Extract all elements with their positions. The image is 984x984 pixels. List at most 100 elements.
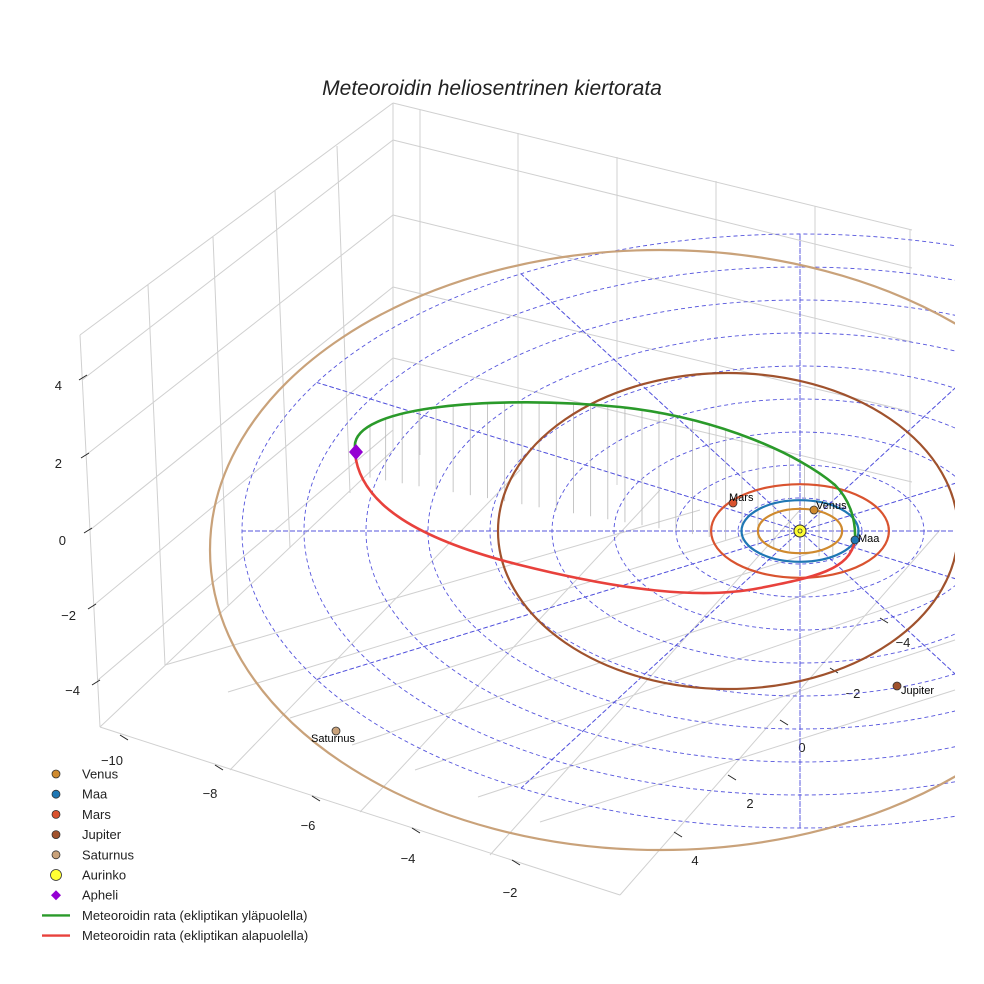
grid-line <box>164 509 701 666</box>
orbit-saturnus <box>209 248 955 852</box>
x-tick: −6 <box>301 795 321 833</box>
planet-maa-label: Maa <box>858 533 880 545</box>
legend-swatch <box>50 869 62 881</box>
z-tick: −4 <box>65 679 101 698</box>
grid-line <box>414 589 941 771</box>
grid-line <box>81 139 394 381</box>
grid-line <box>619 529 941 896</box>
orbit-mars <box>709 483 891 579</box>
grid-line <box>89 286 394 531</box>
legend-entry: Saturnus <box>51 847 135 862</box>
y-tick-label: 0 <box>798 740 805 755</box>
legend-entry: Maa <box>51 787 108 802</box>
legend-label: Maa <box>82 787 108 802</box>
grid-line <box>85 214 394 456</box>
x-tick: −4 <box>401 827 421 866</box>
z-tick-label: −2 <box>61 608 76 623</box>
chart-title: Meteoroidin heliosentrinen kiertorata <box>322 77 662 100</box>
z-axis: 4 2 0 −2 −4 <box>55 374 101 698</box>
x-tick: −10 <box>101 734 129 768</box>
legend-swatch <box>51 769 61 779</box>
planet-venus: Venus <box>809 500 847 515</box>
planet-saturnus-dot <box>331 726 341 736</box>
y-axis: −4 −2 0 2 4 <box>673 617 910 868</box>
box-edge <box>99 726 621 896</box>
legend-swatch <box>51 830 61 839</box>
x-tick-label: −6 <box>301 818 316 833</box>
y-tick: 2 <box>727 774 754 811</box>
z-tick: 0 <box>59 527 93 548</box>
z-tick-label: −4 <box>65 683 80 698</box>
legend-label: Meteoroidin rata (ekliptikan yläpuolella… <box>82 908 307 923</box>
box-edge <box>79 334 101 728</box>
planet-jupiter-dot <box>892 681 902 691</box>
legend-swatch <box>51 810 61 819</box>
y-tick-label: −2 <box>846 686 861 701</box>
legend-swatch <box>51 890 61 901</box>
aphelion-marker <box>349 444 363 460</box>
legend: Venus Maa Mars Jupiter Saturnus Aurinko Apheli… <box>42 767 308 943</box>
planet-venus-dot <box>809 505 819 515</box>
planet-jupiter-label: Jupiter <box>901 685 934 697</box>
x-axis: −10 −8 −6 −4 −2 <box>101 734 521 900</box>
grid-line <box>392 139 913 269</box>
legend-entry: Aurinko <box>50 868 126 883</box>
legend-entry: Meteoroidin rata (ekliptikan yläpuolella… <box>42 908 307 923</box>
legend-entry: Jupiter <box>51 827 122 842</box>
box-edge <box>392 102 913 231</box>
planet-maa-dot <box>850 535 860 545</box>
y-tick: −4 <box>879 617 910 650</box>
grid-line <box>274 189 291 549</box>
grid-line <box>392 214 913 343</box>
orbit-jupiter <box>496 371 955 691</box>
legend-label: Apheli <box>82 888 118 903</box>
legend-swatch <box>51 789 61 799</box>
grid-line <box>99 449 394 728</box>
legend-label: Mars <box>82 807 111 822</box>
legend-entry: Mars <box>51 807 111 822</box>
orbit-above-ecliptic <box>353 401 857 541</box>
grid-line <box>212 236 229 606</box>
planet-jupiter: Jupiter <box>892 681 934 697</box>
planet-mars-dot <box>728 498 738 508</box>
axes-box <box>79 102 956 896</box>
orbit-drop-lines <box>369 402 834 559</box>
x-tick-label: −2 <box>503 885 518 900</box>
planet-mars-label: Mars <box>729 492 754 504</box>
grid-line <box>227 529 761 693</box>
legend-entry: Apheli <box>51 888 118 903</box>
y-tick-label: 4 <box>691 853 698 868</box>
grid-line <box>93 357 394 606</box>
x-tick-label: −8 <box>203 786 218 801</box>
grid-line <box>229 469 521 771</box>
grid-line <box>97 429 394 681</box>
z-tick-label: 4 <box>55 378 62 393</box>
y-tick: 0 <box>779 719 806 755</box>
x-tick-label: −4 <box>401 851 416 866</box>
grid-line <box>539 689 956 823</box>
z-tick: 4 <box>55 374 88 393</box>
planet-saturnus-label: Saturnus <box>311 733 356 745</box>
x-tick: −8 <box>203 764 224 801</box>
planet-mars: Mars <box>728 492 754 508</box>
z-tick-label: 0 <box>59 533 66 548</box>
orbit-maa <box>740 499 860 563</box>
legend-label: Aurinko <box>82 868 126 883</box>
z-tick: 2 <box>55 452 90 471</box>
grid-line <box>351 569 881 746</box>
legend-entry: Meteoroidin rata (ekliptikan alapuolella… <box>42 928 308 943</box>
planet-saturnus: Saturnus <box>311 726 356 745</box>
grid-line <box>392 357 913 483</box>
box-edge <box>79 102 394 336</box>
z-tick: −2 <box>61 603 97 623</box>
grid-line <box>147 284 166 666</box>
orbit-below-ecliptic <box>353 452 857 595</box>
z-tick-label: 2 <box>55 456 62 471</box>
y-tick: 4 <box>673 831 699 868</box>
planet-maa: Maa <box>850 533 880 545</box>
legend-label: Venus <box>82 767 119 782</box>
legend-entry: Venus <box>51 767 119 782</box>
planet-venus-label: Venus <box>816 500 847 512</box>
y-tick-label: 2 <box>746 796 753 811</box>
